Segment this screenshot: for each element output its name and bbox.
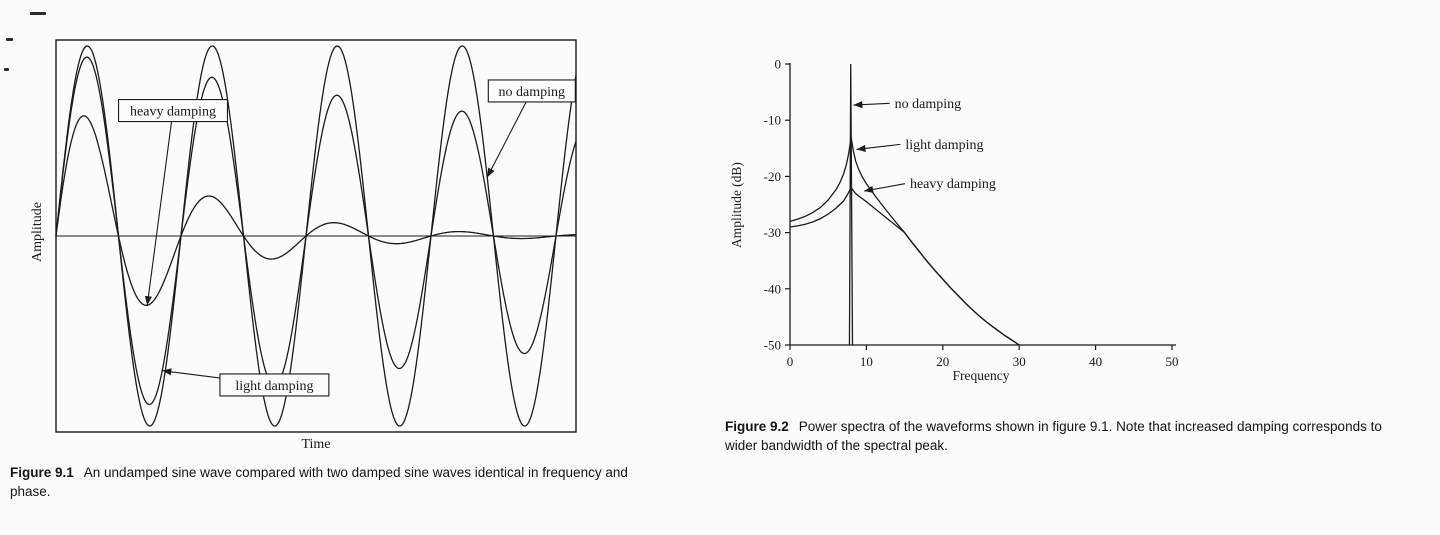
fig1-caption: Figure 9.1 An undamped sine wave compared… xyxy=(10,464,660,502)
y-tick-label: -50 xyxy=(764,338,781,353)
annotation-label: no damping xyxy=(499,85,566,100)
annotation-label: no damping xyxy=(895,97,962,112)
annotation-arrow xyxy=(146,110,174,306)
x-tick-label: 0 xyxy=(787,354,794,369)
curve-no-damping xyxy=(848,63,854,346)
annotation-label: light damping xyxy=(235,379,313,394)
y-tick-label: -40 xyxy=(764,281,781,296)
annotation-label: light damping xyxy=(905,138,983,153)
annotation-label-box xyxy=(219,373,330,397)
y-tick-label: 0 xyxy=(775,57,782,72)
fig1-x-axis-label: Time xyxy=(301,437,331,452)
curve-no-damping xyxy=(55,45,577,427)
annotation-label: heavy damping xyxy=(910,177,996,192)
power-spectrum-chart: 0 -10 -20 -30 -40 -50 0 10 20 30 40 50 no damping lig… xyxy=(764,57,1179,370)
x-tick-label: 40 xyxy=(1089,354,1102,369)
annotation-arrowhead xyxy=(853,101,863,109)
annotation-arrow xyxy=(486,90,533,178)
scan-artifact xyxy=(6,38,13,41)
scan-artifact xyxy=(4,68,9,71)
annotation-arrowhead xyxy=(162,368,172,376)
curve-light-damping xyxy=(789,136,1020,346)
fig2-x-axis-label: Frequency xyxy=(952,368,1010,383)
annotation-arrowhead xyxy=(487,167,495,178)
y-tick-label: -30 xyxy=(764,225,781,240)
fig2-caption: Figure 9.2 Power spectra of the waveforms… xyxy=(725,418,1387,456)
curve-heavy-damping xyxy=(55,115,577,306)
fig1-caption-text: An undamped sine wave compared with two … xyxy=(10,465,628,499)
waveform-chart: heavy damping no damping light damping xyxy=(55,39,577,433)
scan-artifact xyxy=(30,12,46,15)
x-tick-label: 50 xyxy=(1166,354,1179,369)
y-tick-label: -20 xyxy=(764,169,781,184)
fig2-caption-label: Figure 9.2 xyxy=(725,419,789,434)
fig1-caption-label: Figure 9.1 xyxy=(10,465,74,480)
annotation-label-box xyxy=(487,79,576,103)
x-tick-label: 10 xyxy=(860,354,873,369)
curve-light-damping xyxy=(55,56,577,406)
fig2-y-axis-label: Amplitude (dB) xyxy=(729,162,744,248)
annotation-label: heavy damping xyxy=(130,105,216,120)
fig2-caption-text: Power spectra of the waveforms shown in … xyxy=(725,419,1382,453)
annotation-arrowhead xyxy=(856,144,866,152)
annotation-arrowhead xyxy=(864,185,874,193)
curve-heavy-damping xyxy=(789,186,1020,346)
annotation-label-box xyxy=(118,99,229,123)
annotation-arrowhead xyxy=(144,295,152,306)
fig1-y-axis-label: Amplitude xyxy=(30,202,45,262)
x-tick-label: 20 xyxy=(936,354,949,369)
y-tick-label: -10 xyxy=(764,113,781,128)
x-tick-label: 30 xyxy=(1013,354,1026,369)
